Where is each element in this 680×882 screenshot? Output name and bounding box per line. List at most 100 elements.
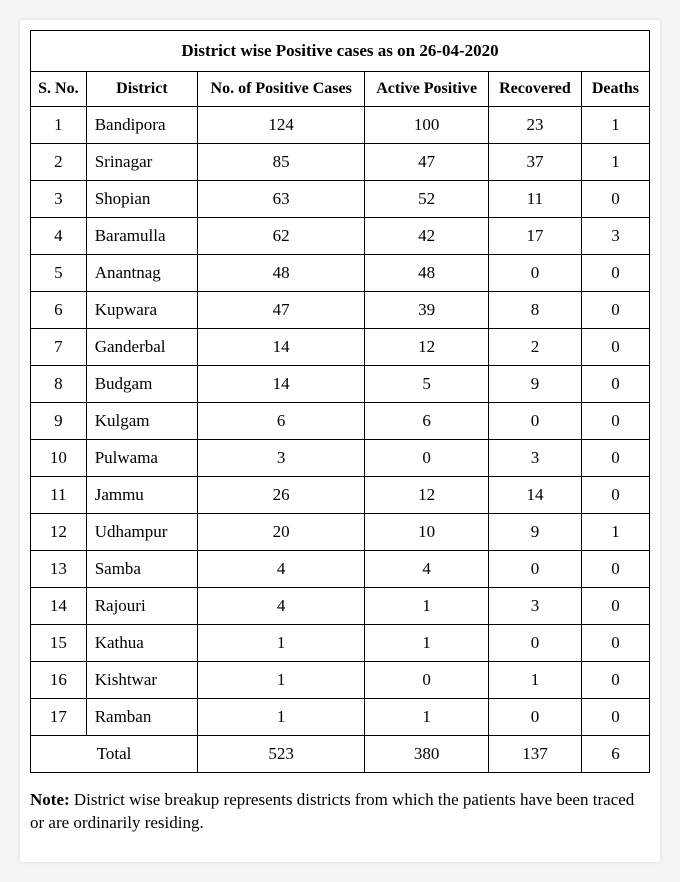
total-active: 380 [365,736,489,773]
cell-active: 12 [365,329,489,366]
col-header-sno: S. No. [31,72,87,107]
table-row: 15Kathua1100 [31,625,650,662]
cell-positive: 1 [198,625,365,662]
total-label: Total [31,736,198,773]
cell-district: Kupwara [86,292,197,329]
table-row: 17Ramban1100 [31,699,650,736]
col-header-active: Active Positive [365,72,489,107]
cell-active: 6 [365,403,489,440]
cell-district: Pulwama [86,440,197,477]
cell-deaths: 0 [581,255,649,292]
cell-deaths: 0 [581,366,649,403]
cell-deaths: 0 [581,625,649,662]
cell-recovered: 1 [489,662,582,699]
cell-positive: 47 [198,292,365,329]
cell-district: Srinagar [86,144,197,181]
cell-deaths: 1 [581,514,649,551]
cell-recovered: 3 [489,440,582,477]
cell-sno: 16 [31,662,87,699]
cell-sno: 6 [31,292,87,329]
table-row: 7Ganderbal141220 [31,329,650,366]
table-total-row: Total5233801376 [31,736,650,773]
cell-sno: 4 [31,218,87,255]
cell-positive: 4 [198,588,365,625]
cell-deaths: 3 [581,218,649,255]
cell-deaths: 0 [581,440,649,477]
table-body: 1Bandipora1241002312Srinagar85473713Shop… [31,107,650,773]
note-paragraph: Note: District wise breakup represents d… [30,789,650,835]
cell-district: Rajouri [86,588,197,625]
total-recovered: 137 [489,736,582,773]
table-row: 11Jammu2612140 [31,477,650,514]
cell-recovered: 0 [489,699,582,736]
cell-district: Anantnag [86,255,197,292]
cell-recovered: 17 [489,218,582,255]
cell-active: 52 [365,181,489,218]
table-row: 8Budgam14590 [31,366,650,403]
cell-positive: 1 [198,662,365,699]
cell-recovered: 14 [489,477,582,514]
table-row: 4Baramulla6242173 [31,218,650,255]
cell-positive: 124 [198,107,365,144]
table-row: 2Srinagar8547371 [31,144,650,181]
col-header-recovered: Recovered [489,72,582,107]
cell-sno: 11 [31,477,87,514]
cell-sno: 10 [31,440,87,477]
cell-positive: 14 [198,329,365,366]
table-row: 16Kishtwar1010 [31,662,650,699]
cell-active: 47 [365,144,489,181]
table-row: 10Pulwama3030 [31,440,650,477]
table-row: 5Anantnag484800 [31,255,650,292]
cell-sno: 12 [31,514,87,551]
cell-sno: 15 [31,625,87,662]
cell-active: 42 [365,218,489,255]
cell-recovered: 37 [489,144,582,181]
cell-active: 1 [365,699,489,736]
cell-positive: 48 [198,255,365,292]
cell-positive: 3 [198,440,365,477]
cell-recovered: 0 [489,625,582,662]
cell-sno: 3 [31,181,87,218]
cell-district: Samba [86,551,197,588]
cell-deaths: 0 [581,292,649,329]
cell-deaths: 0 [581,588,649,625]
cell-sno: 17 [31,699,87,736]
cell-district: Jammu [86,477,197,514]
cell-active: 10 [365,514,489,551]
cell-active: 39 [365,292,489,329]
cell-district: Shopian [86,181,197,218]
cell-active: 12 [365,477,489,514]
table-row: 12Udhampur201091 [31,514,650,551]
cell-positive: 62 [198,218,365,255]
cell-sno: 13 [31,551,87,588]
cell-active: 100 [365,107,489,144]
cell-active: 1 [365,625,489,662]
cell-positive: 4 [198,551,365,588]
cell-district: Ganderbal [86,329,197,366]
cell-recovered: 8 [489,292,582,329]
cell-recovered: 0 [489,551,582,588]
cell-active: 0 [365,662,489,699]
cell-recovered: 9 [489,366,582,403]
cell-recovered: 0 [489,403,582,440]
table-row: 13Samba4400 [31,551,650,588]
cell-positive: 14 [198,366,365,403]
cell-positive: 1 [198,699,365,736]
note-text: District wise breakup represents distric… [30,790,634,832]
table-header-row: S. No. District No. of Positive Cases Ac… [31,72,650,107]
cell-recovered: 2 [489,329,582,366]
cell-positive: 20 [198,514,365,551]
cell-positive: 63 [198,181,365,218]
table-title-row: District wise Positive cases as on 26-04… [31,31,650,72]
total-deaths: 6 [581,736,649,773]
cell-district: Kulgam [86,403,197,440]
cell-deaths: 0 [581,662,649,699]
cell-recovered: 11 [489,181,582,218]
cell-district: Kathua [86,625,197,662]
cell-positive: 85 [198,144,365,181]
cell-deaths: 0 [581,329,649,366]
cases-table: District wise Positive cases as on 26-04… [30,30,650,773]
cell-positive: 26 [198,477,365,514]
col-header-district: District [86,72,197,107]
cell-sno: 5 [31,255,87,292]
